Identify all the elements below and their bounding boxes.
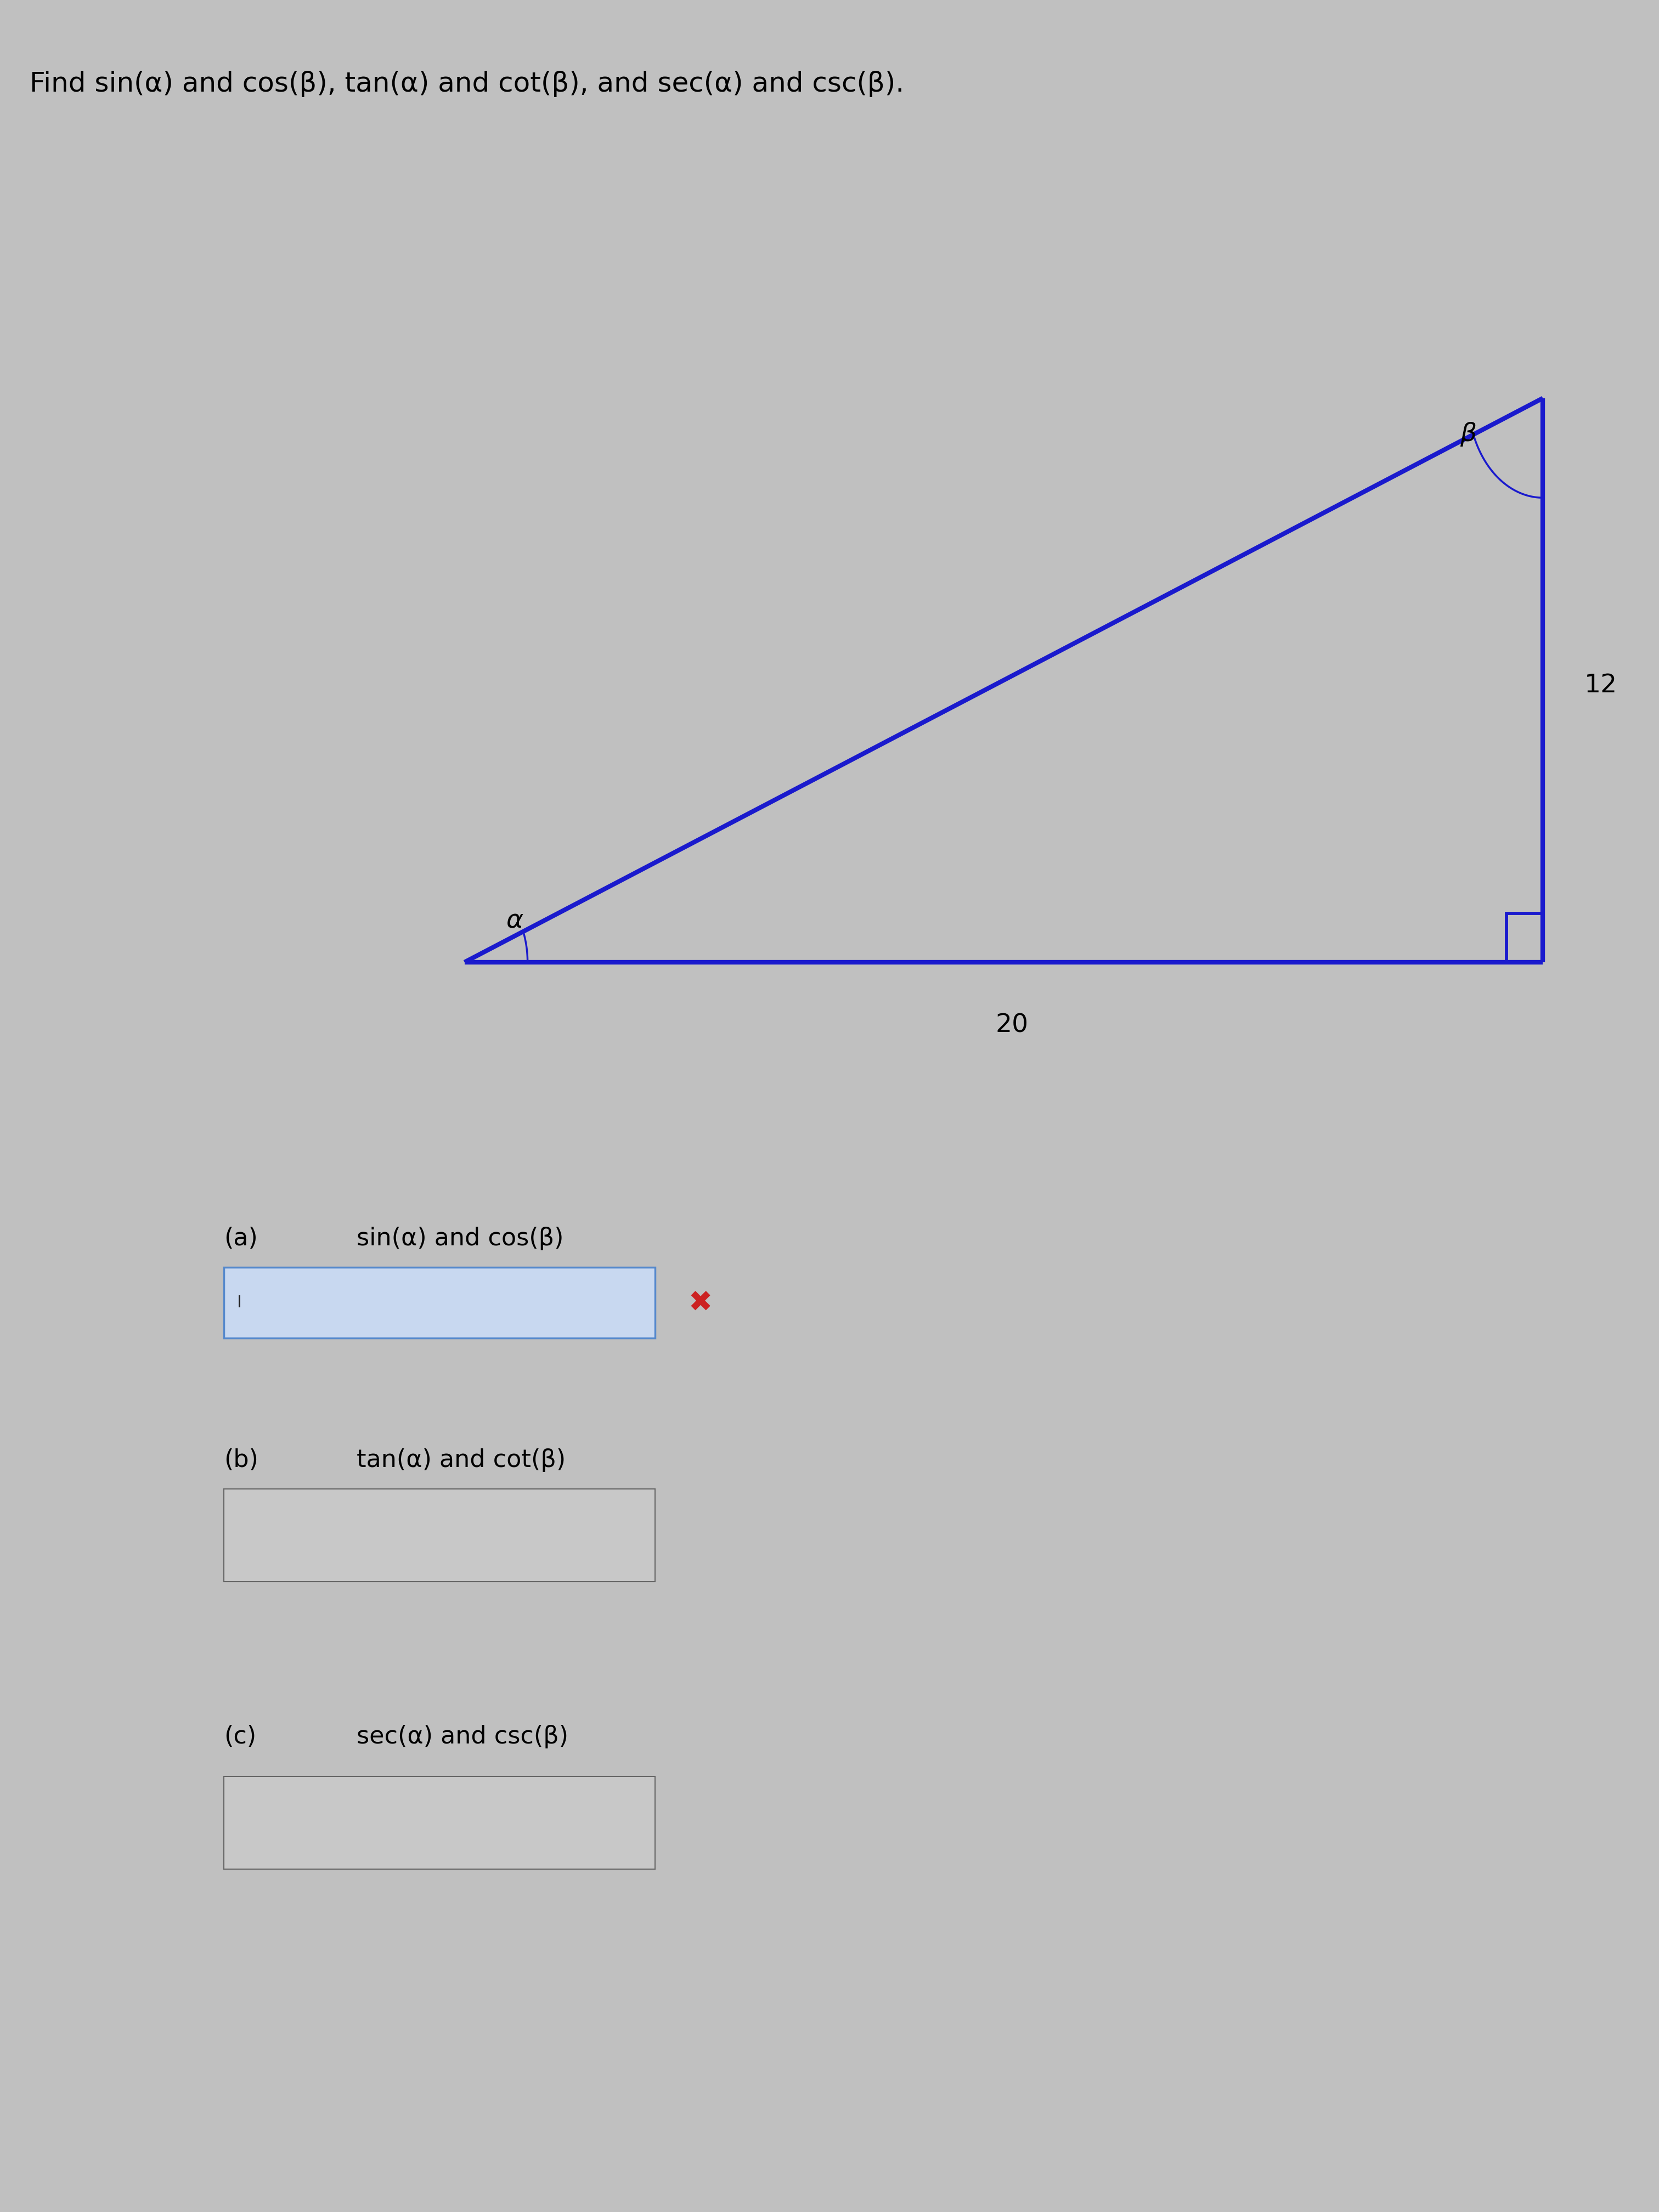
Text: Find sin(α) and cos(β), tan(α) and cot(β), and sec(α) and csc(β).: Find sin(α) and cos(β), tan(α) and cot(β… xyxy=(30,71,904,97)
Text: Ⅰ: Ⅰ xyxy=(237,1294,242,1312)
Text: (b): (b) xyxy=(224,1449,259,1471)
Text: 12: 12 xyxy=(1584,672,1618,699)
Text: ✖: ✖ xyxy=(688,1290,713,1316)
Text: α: α xyxy=(506,909,523,933)
Bar xyxy=(224,1776,655,1869)
Bar xyxy=(224,1489,655,1582)
Bar xyxy=(224,1267,655,1338)
Text: tan(α) and cot(β): tan(α) and cot(β) xyxy=(357,1449,566,1471)
Text: sin(α) and cos(β): sin(α) and cos(β) xyxy=(357,1228,564,1250)
Text: (a): (a) xyxy=(224,1228,257,1250)
Text: sec(α) and csc(β): sec(α) and csc(β) xyxy=(357,1725,569,1747)
Text: 20: 20 xyxy=(995,1013,1029,1037)
Text: β: β xyxy=(1460,422,1477,447)
Text: (c): (c) xyxy=(224,1725,257,1747)
